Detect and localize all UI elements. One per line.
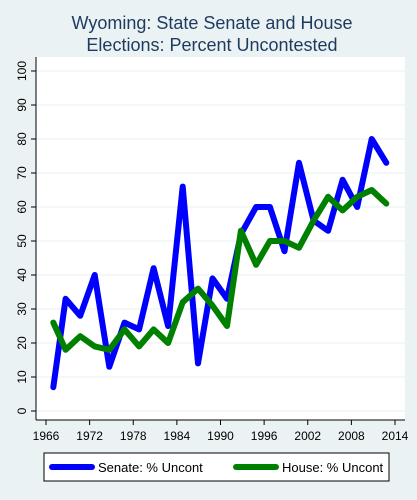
y-tick-label-20: 20 [15, 336, 29, 350]
x-tick-label-1990: 1990 [207, 429, 234, 443]
chart-title-line-2: Elections: Percent Uncontested [86, 35, 337, 55]
y-tick-label-100: 100 [15, 61, 29, 81]
x-tick-label-1984: 1984 [164, 429, 191, 443]
y-tick-label-10: 10 [15, 370, 29, 384]
series-lines [50, 136, 390, 391]
x-tick-label-2014: 2014 [382, 429, 409, 443]
x-tick-label-1966: 1966 [33, 429, 60, 443]
y-tick-label-40: 40 [15, 268, 29, 282]
y-tick-label-90: 90 [15, 98, 29, 112]
y-tick-label-60: 60 [15, 200, 29, 214]
chart-title-line-1: Wyoming: State Senate and House [71, 13, 352, 33]
legend-box [43, 452, 390, 482]
legend: Senate: % Uncont House: % Uncont [43, 452, 390, 482]
y-tick-label-0: 0 [15, 407, 29, 414]
series-line-house [50, 187, 390, 353]
y-tick-label-30: 30 [15, 302, 29, 316]
x-tick-label-1978: 1978 [120, 429, 147, 443]
legend-label-senate: Senate: % Uncont [98, 460, 203, 475]
x-tick-label-2002: 2002 [294, 429, 321, 443]
grid-lines [36, 70, 405, 412]
y-axis-ticks: 0 10 20 30 40 50 60 70 80 90 100 [15, 61, 36, 414]
plot-area [36, 57, 405, 420]
x-tick-label-1996: 1996 [251, 429, 278, 443]
x-tick-label-1972: 1972 [76, 429, 103, 443]
y-tick-label-50: 50 [15, 234, 29, 248]
x-tick-label-2008: 2008 [338, 429, 365, 443]
x-axis-ticks: 1966 1972 1978 1984 1990 1996 2002 2008 2014 [33, 420, 409, 443]
y-tick-label-70: 70 [15, 166, 29, 180]
legend-label-house: House: % Uncont [282, 460, 384, 475]
y-tick-label-80: 80 [15, 132, 29, 146]
